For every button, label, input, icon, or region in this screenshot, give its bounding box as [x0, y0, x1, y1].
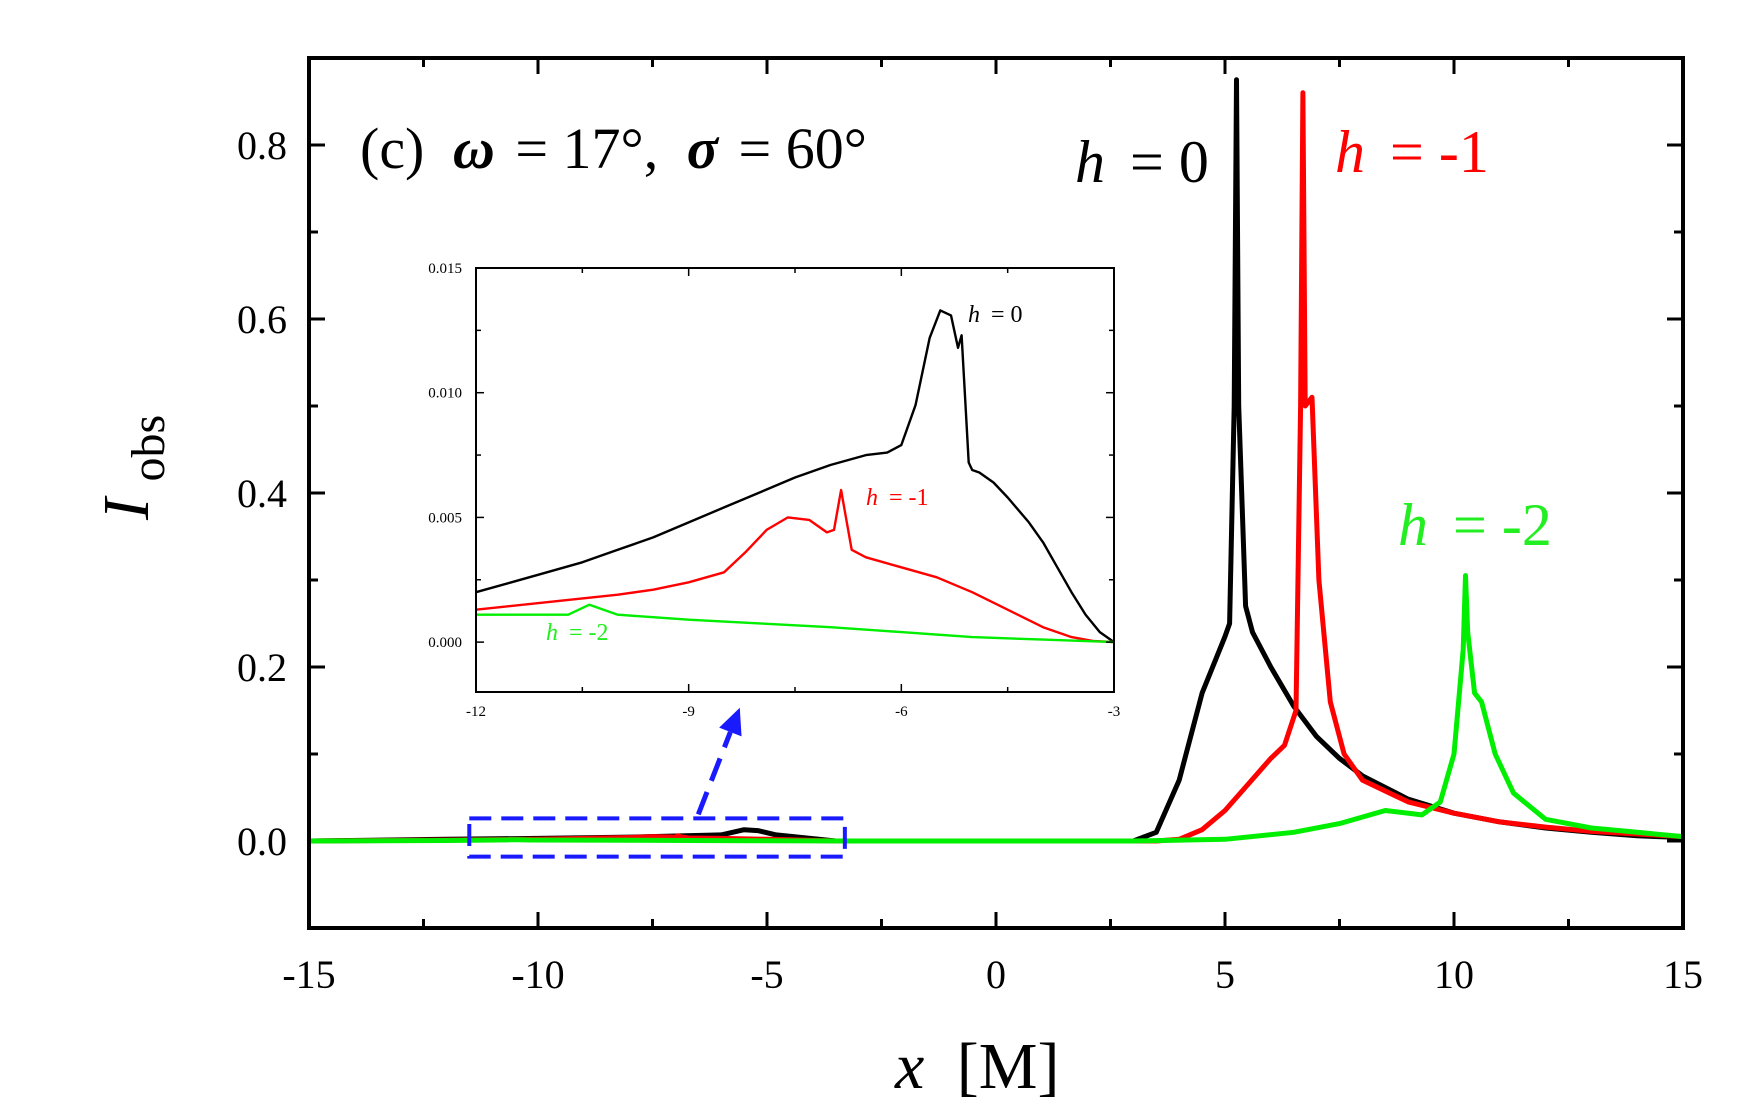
- y-tick-label: 0.2: [237, 645, 287, 690]
- inset-series-line: [476, 603, 1115, 644]
- x-tick-label: -15: [282, 952, 335, 997]
- inset-series-label-h-2: h = -2: [546, 620, 609, 646]
- inset-y-tick-label: 0.015: [428, 261, 462, 277]
- series-label-h-2: h = -2: [1398, 492, 1552, 558]
- x-tick-label: 15: [1663, 952, 1703, 997]
- y-tick-label: 0.0: [237, 819, 287, 864]
- inset-y-tick-label: 0.005: [428, 510, 462, 526]
- x-axis-title: x [M]: [894, 1030, 1059, 1103]
- y-tick-label: 0.8: [237, 123, 287, 168]
- x-tick-label: 10: [1434, 952, 1474, 997]
- inset-series-lines: [475, 309, 1115, 644]
- inset-tick-labels: -12 -9 -6 -3 0.000 0.005 0.010 0.015: [428, 261, 1120, 720]
- inset-y-tick-label: 0.000: [428, 635, 462, 651]
- svg-text:I obs: I obs: [90, 415, 175, 521]
- inset-frame: [475, 267, 1115, 693]
- inset-x-tick-label: -12: [466, 704, 486, 720]
- sigma-symbol: σ: [687, 116, 720, 181]
- inset-series-line: [475, 488, 1115, 644]
- inset-series-label-h0: h = 0: [968, 302, 1023, 328]
- sigma-value: = 60°: [739, 116, 867, 181]
- x-tick-label: 0: [986, 952, 1006, 997]
- inset-y-tick-label: 0.010: [428, 386, 462, 402]
- y-tick-label: 0.6: [237, 297, 287, 342]
- y-tick-label: 0.4: [237, 471, 287, 516]
- panel-title: (c) ω = 17°, σ = 60°: [360, 116, 867, 181]
- series-label-h-1: h = -1: [1335, 119, 1489, 185]
- y-axis-title: I obs: [90, 415, 175, 521]
- series-line-h-1: [308, 90, 1684, 844]
- main-tick-labels: -15 -10 -5 0 5 10 15 0.0 0.2 0.4 0.6 0.8: [237, 123, 1703, 997]
- inset-series-line: [475, 309, 1115, 644]
- omega-symbol: ω: [453, 116, 495, 181]
- x-tick-label: 5: [1215, 952, 1235, 997]
- inset-background: [476, 268, 1114, 692]
- y-axis-subscript: obs: [122, 415, 175, 482]
- main-series-lines: [308, 77, 1684, 844]
- series-line-h-2: [308, 573, 1684, 844]
- series-label-h0: h = 0: [1075, 129, 1209, 195]
- main-plot-area: [308, 77, 1684, 859]
- x-tick-label: -10: [511, 952, 564, 997]
- main-plot-frame: [307, 56, 1685, 930]
- inset-x-tick-label: -9: [682, 704, 695, 720]
- highlight-box: [467, 816, 847, 859]
- inset-series-label-h-1: h = -1: [866, 485, 929, 511]
- panel-label: (c): [360, 116, 424, 181]
- y-axis-symbol: I: [90, 495, 163, 521]
- omega-value: = 17°,: [515, 116, 658, 181]
- zoom-arrow: [695, 731, 733, 816]
- x-tick-label: -5: [750, 952, 783, 997]
- inset-chart: -12 -9 -6 -3 0.000 0.005 0.010 0.015 h = 0 h = …: [428, 261, 1120, 720]
- zoom-arrowhead: [719, 707, 742, 737]
- inset-x-tick-label: -3: [1108, 704, 1121, 720]
- inset-x-tick-label: -6: [895, 704, 908, 720]
